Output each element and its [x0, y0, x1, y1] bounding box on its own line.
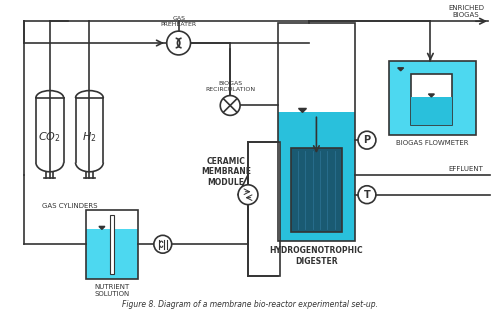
Text: $CO_2$: $CO_2$: [38, 131, 61, 144]
Circle shape: [358, 186, 376, 204]
Text: ENRICHED
BIOGAS: ENRICHED BIOGAS: [448, 5, 484, 18]
Text: BIOGAS FLOWMETER: BIOGAS FLOWMETER: [396, 140, 468, 146]
Text: GAS CYLINDERS: GAS CYLINDERS: [42, 203, 98, 209]
Circle shape: [220, 96, 240, 115]
Polygon shape: [428, 94, 434, 97]
Bar: [248, 142, 280, 276]
Polygon shape: [398, 68, 404, 71]
Bar: [410, 74, 452, 125]
Text: HYDROGENOTROPHIC
DIGESTER: HYDROGENOTROPHIC DIGESTER: [270, 246, 363, 266]
Text: Figure 8. Diagram of a membrane bio-reactor experimental set-up.: Figure 8. Diagram of a membrane bio-reac…: [122, 300, 378, 309]
Text: CERAMIC
MEMBRANE
MODULE: CERAMIC MEMBRANE MODULE: [201, 157, 251, 187]
Bar: [86, 210, 138, 229]
Text: $H_2$: $H_2$: [82, 131, 96, 144]
Circle shape: [154, 235, 172, 253]
Bar: [110, 215, 114, 274]
Bar: [290, 148, 342, 232]
Text: GAS
PREHEATER: GAS PREHEATER: [160, 16, 196, 27]
Circle shape: [238, 185, 258, 204]
Bar: [278, 23, 355, 241]
Bar: [278, 112, 355, 241]
Text: P: P: [364, 135, 370, 145]
Polygon shape: [99, 226, 105, 229]
Text: T: T: [364, 190, 370, 200]
Circle shape: [166, 31, 190, 55]
Bar: [389, 61, 476, 135]
Bar: [86, 229, 138, 279]
Text: EFFLUENT: EFFLUENT: [448, 166, 483, 172]
Polygon shape: [298, 108, 306, 112]
Bar: [278, 23, 355, 112]
Bar: [86, 210, 138, 279]
Text: NUTRIENT
SOLUTION: NUTRIENT SOLUTION: [94, 284, 130, 297]
Bar: [410, 97, 452, 125]
Text: BIOGAS
RECIRCULATION: BIOGAS RECIRCULATION: [205, 81, 255, 92]
Circle shape: [358, 131, 376, 149]
